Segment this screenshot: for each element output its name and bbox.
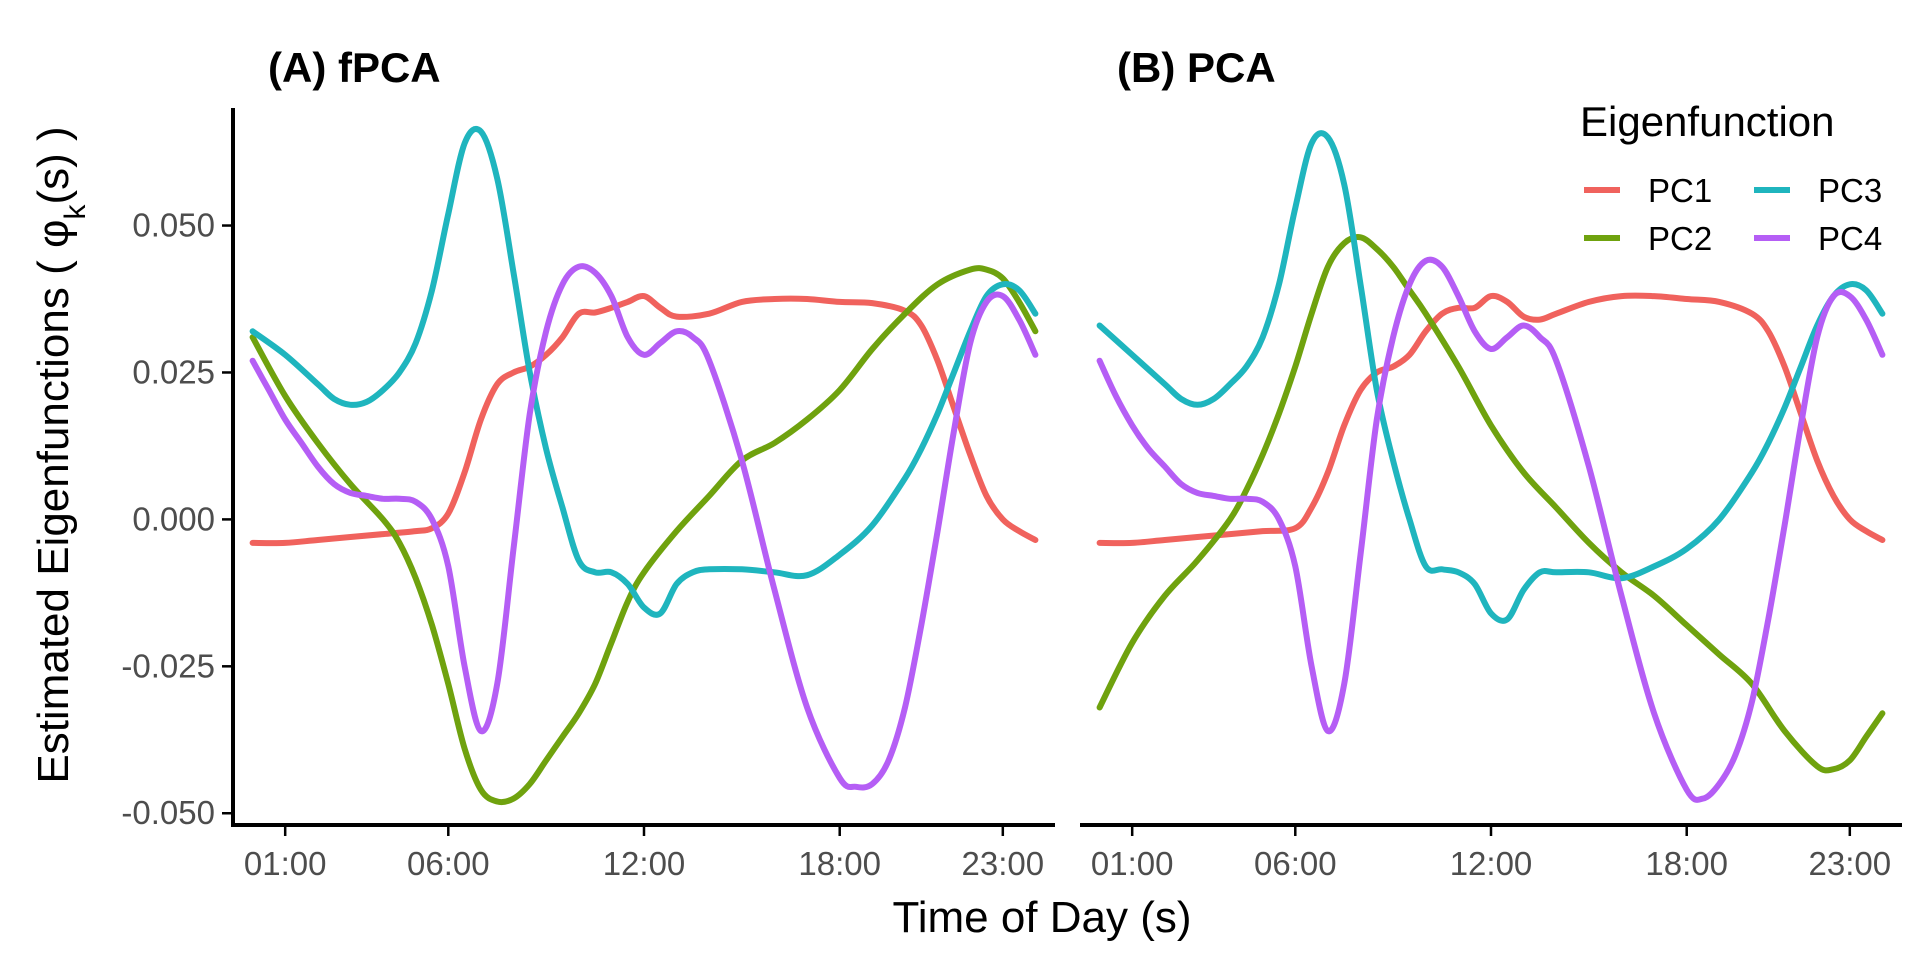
legend: Eigenfunction PC1 PC2 PC3 PC4: [1580, 98, 1882, 257]
panel-b-line-pc1: [1096, 292, 1886, 547]
panel-b-x-tick-label: 01:00: [1091, 845, 1174, 882]
panel-a-x-tick-label: 23:00: [962, 845, 1045, 882]
panel-b-lines: [1096, 130, 1886, 803]
panel-pca: (B) PCA 01:00 06:00 12:00 18:00 23:00: [1080, 44, 1902, 882]
panel-a-ticks: 01:00 06:00 12:00 18:00 23:00 -0.050 -0.025 0.0…: [121, 207, 1044, 882]
y-axis-title: Estimated Eigenfunctions ( φk(s) ): [29, 126, 92, 783]
panel-b-line-pc2: [1096, 234, 1886, 774]
panel-b-x-tick-label: 18:00: [1645, 845, 1728, 882]
panel-a-y-tick-label: -0.050: [121, 794, 215, 831]
panel-a-line-pc4: [249, 263, 1039, 791]
panel-a-line-pc1: [249, 292, 1039, 547]
legend-label-pc3: PC3: [1818, 172, 1882, 209]
panel-a-x-tick-label: 18:00: [798, 845, 881, 882]
panel-b-x-tick-label: 12:00: [1450, 845, 1533, 882]
legend-label-pc1: PC1: [1648, 172, 1712, 209]
y-axis-title-subscript: k: [59, 204, 92, 220]
panel-b-line-pc3: [1096, 130, 1886, 624]
panel-a-line-pc3: [249, 125, 1039, 618]
panel-b-title: (B) PCA: [1117, 44, 1276, 91]
legend-items: PC1 PC2 PC3 PC4: [1584, 172, 1882, 257]
panel-fpca: (A) fPCA 01:00 06:00 12:00 18:00 23:00 -0.050…: [121, 44, 1055, 882]
panel-a-y-tick-label: -0.025: [121, 647, 215, 684]
panel-a-y-tick-label: 0.000: [132, 500, 215, 537]
legend-label-pc4: PC4: [1818, 220, 1882, 257]
x-axis-title: Time of Day (s): [892, 893, 1191, 942]
panel-a-x-tick-label: 12:00: [603, 845, 686, 882]
y-axis-title-tail: (s) ): [29, 126, 78, 204]
panel-b-line-pc4: [1096, 256, 1886, 803]
legend-label-pc2: PC2: [1648, 220, 1712, 257]
panel-a-line-pc2: [249, 265, 1039, 806]
panel-a-x-tick-label: 06:00: [407, 845, 490, 882]
panel-a-y-tick-label: 0.050: [132, 207, 215, 244]
panel-a-lines: [249, 125, 1039, 806]
y-axis-title-main: Estimated Eigenfunctions ( φ: [29, 220, 78, 784]
panel-a-title: (A) fPCA: [268, 44, 441, 91]
panel-b-x-tick-label: 06:00: [1254, 845, 1337, 882]
legend-title: Eigenfunction: [1580, 98, 1835, 145]
panel-a-y-tick-label: 0.025: [132, 353, 215, 390]
panel-a-x-tick-label: 01:00: [244, 845, 327, 882]
panel-b-ticks: 01:00 06:00 12:00 18:00 23:00: [1091, 825, 1891, 882]
panel-b-x-tick-label: 23:00: [1809, 845, 1892, 882]
